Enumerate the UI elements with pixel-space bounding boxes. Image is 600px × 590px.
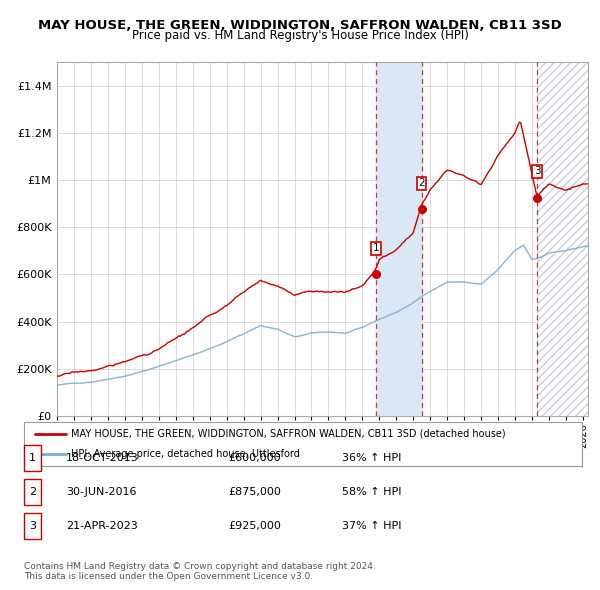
Bar (376, 62, 422, 416)
FancyBboxPatch shape (24, 422, 582, 466)
Text: 18-OCT-2013: 18-OCT-2013 (66, 453, 139, 463)
Text: This data is licensed under the Open Government Licence v3.0.: This data is licensed under the Open Gov… (24, 572, 313, 581)
Text: 36% ↑ HPI: 36% ↑ HPI (342, 453, 401, 463)
Text: 37% ↑ HPI: 37% ↑ HPI (342, 522, 401, 531)
Text: £875,000: £875,000 (228, 487, 281, 497)
Text: 30-JUN-2016: 30-JUN-2016 (66, 487, 137, 497)
Text: £600,000: £600,000 (228, 453, 281, 463)
Text: £925,000: £925,000 (228, 522, 281, 531)
Text: 2: 2 (418, 178, 425, 188)
Text: 1: 1 (29, 453, 36, 463)
Text: 3: 3 (29, 522, 36, 531)
Text: Price paid vs. HM Land Registry's House Price Index (HPI): Price paid vs. HM Land Registry's House … (131, 30, 469, 42)
Text: 58% ↑ HPI: 58% ↑ HPI (342, 487, 401, 497)
Text: MAY HOUSE, THE GREEN, WIDDINGTON, SAFFRON WALDEN, CB11 3SD: MAY HOUSE, THE GREEN, WIDDINGTON, SAFFRO… (38, 19, 562, 32)
Text: Contains HM Land Registry data © Crown copyright and database right 2024.: Contains HM Land Registry data © Crown c… (24, 562, 376, 571)
Bar (537, 62, 588, 416)
Text: MAY HOUSE, THE GREEN, WIDDINGTON, SAFFRON WALDEN, CB11 3SD (detached house): MAY HOUSE, THE GREEN, WIDDINGTON, SAFFRO… (71, 429, 506, 439)
Text: 21-APR-2023: 21-APR-2023 (66, 522, 138, 531)
Text: HPI: Average price, detached house, Uttlesford: HPI: Average price, detached house, Uttl… (71, 449, 301, 459)
Text: 3: 3 (534, 166, 541, 176)
Text: 1: 1 (373, 243, 379, 253)
Text: 2: 2 (29, 487, 36, 497)
